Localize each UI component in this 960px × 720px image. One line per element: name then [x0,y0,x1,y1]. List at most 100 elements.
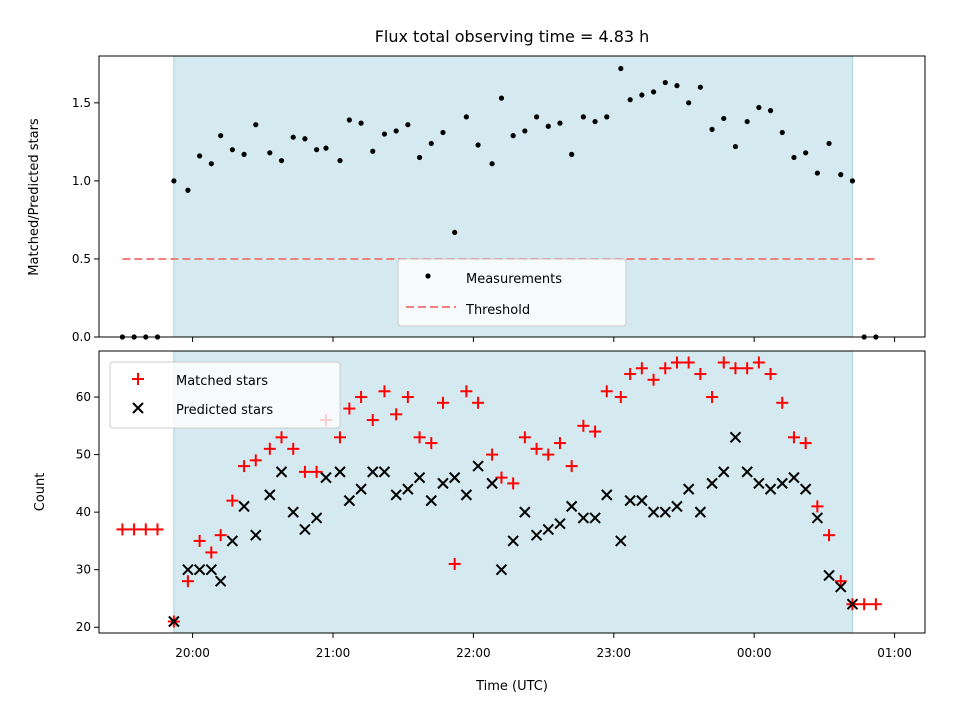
matched-point-42 [614,391,627,404]
predicted-point-29 [507,535,519,547]
measurement-point-50 [709,126,715,132]
matched-point-37 [553,437,566,450]
bottom-y-tick-label-3: 50 [76,448,91,462]
x-tick-label-4: 00:00 [737,646,772,660]
measurement-point-24 [405,122,411,128]
matched-point-47 [670,356,683,369]
legend-threshold-label: Threshold [465,303,530,318]
predicted-point-47 [718,466,730,478]
measurement-point-30 [475,142,481,148]
measurement-point-49 [697,84,703,90]
legend-predicted-marker [132,402,144,414]
predicted-point-13 [320,471,332,484]
matched-point-41 [600,385,613,398]
predicted-point-34 [565,500,578,513]
predicted-point-43 [671,500,683,513]
measurement-point-28 [452,229,458,236]
matched-point-50 [706,391,719,404]
matched-point-60 [823,529,836,542]
matched-point-49 [694,368,707,381]
matched-point-46 [659,362,672,375]
matched-point-12 [263,442,276,455]
predicted-point-6 [238,500,250,513]
measurement-point-43 [627,97,633,103]
measurement-point-59 [814,170,820,176]
measurement-point-22 [381,131,388,137]
predicted-point-18 [378,466,391,478]
predicted-point-1 [182,563,194,576]
matched-point-2 [139,523,152,536]
matched-point-44 [635,362,648,375]
measurement-point-13 [278,157,285,164]
predicted-point-30 [519,506,531,518]
matched-point-24 [401,391,414,404]
top-axes-frame [98,55,926,338]
measurement-point-37 [557,120,563,126]
measurement-point-39 [580,114,586,120]
bottom-y-tick-label-4: 60 [76,390,91,404]
legend-predicted-label: Predicted stars [176,403,273,418]
top-legend-box [397,258,627,327]
measurement-point-9 [229,147,235,153]
matched-point-10 [238,460,251,473]
measurement-point-18 [337,157,343,164]
x-tick-label-1: 21:00 [316,646,351,660]
measurement-point-31 [489,161,495,167]
predicted-point-54 [799,483,812,495]
matched-point-1 [128,523,141,536]
top-y-tick-label-3: 1.5 [72,96,91,110]
matched-point-9 [226,494,239,507]
predicted-point-50 [753,477,765,490]
measurement-point-7 [208,161,214,167]
matched-point-36 [542,448,555,461]
predicted-point-32 [542,523,554,536]
matched-point-8 [214,529,227,542]
measurement-point-40 [592,118,598,125]
bottom-panel: 20 30 40 50 60 20:00 21:00 22:00 23:00 00:00 01:00… [33,350,926,694]
matched-point-26 [425,437,438,450]
predicted-point-58 [846,598,859,610]
chart-title: Flux total observing time = 4.83 h [375,27,650,46]
predicted-point-31 [530,529,543,541]
predicted-point-56 [823,569,835,582]
matched-point-3 [151,523,164,536]
matched-point-5 [181,575,194,588]
measurement-point-62 [849,178,856,184]
predicted-point-5 [226,535,239,547]
measurement-point-34 [522,128,528,134]
x-tick-label-2: 22:00 [456,646,491,660]
measurement-point-11 [253,122,259,128]
predicted-point-10 [287,506,299,518]
measurement-point-25 [416,154,423,161]
matched-point-64 [869,598,882,611]
measurement-point-26 [428,140,434,147]
top-y-tick-label-2: 1.0 [72,174,91,188]
predicted-point-41 [647,506,660,518]
predicted-star-points [168,431,859,628]
matched-point-55 [764,368,777,381]
matched-point-35 [530,442,543,455]
predicted-point-48 [729,431,742,444]
measurement-point-10 [241,151,247,157]
matched-point-15 [298,465,311,478]
matched-point-27 [436,396,449,409]
matched-point-7 [205,546,218,559]
predicted-point-33 [554,517,566,530]
predicted-point-14 [334,466,346,478]
matched-point-21 [366,414,379,427]
predicted-point-11 [299,523,311,536]
measurement-point-35 [533,114,540,120]
measurement-point-41 [604,114,610,120]
measurement-point-54 [756,104,762,111]
measurement-point-45 [650,89,657,95]
matched-point-38 [565,460,578,473]
predicted-point-26 [472,460,484,472]
predicted-point-4 [214,575,227,587]
measurement-point-51 [721,115,727,122]
predicted-point-38 [615,535,627,547]
top-panel: 0.0 0.5 1.0 1.5 Matched/Predicted stars Mea… [27,55,926,344]
predicted-point-7 [250,529,262,541]
matched-point-6 [193,534,206,547]
measurement-point-16 [314,147,320,153]
matched-point-23 [390,408,403,421]
